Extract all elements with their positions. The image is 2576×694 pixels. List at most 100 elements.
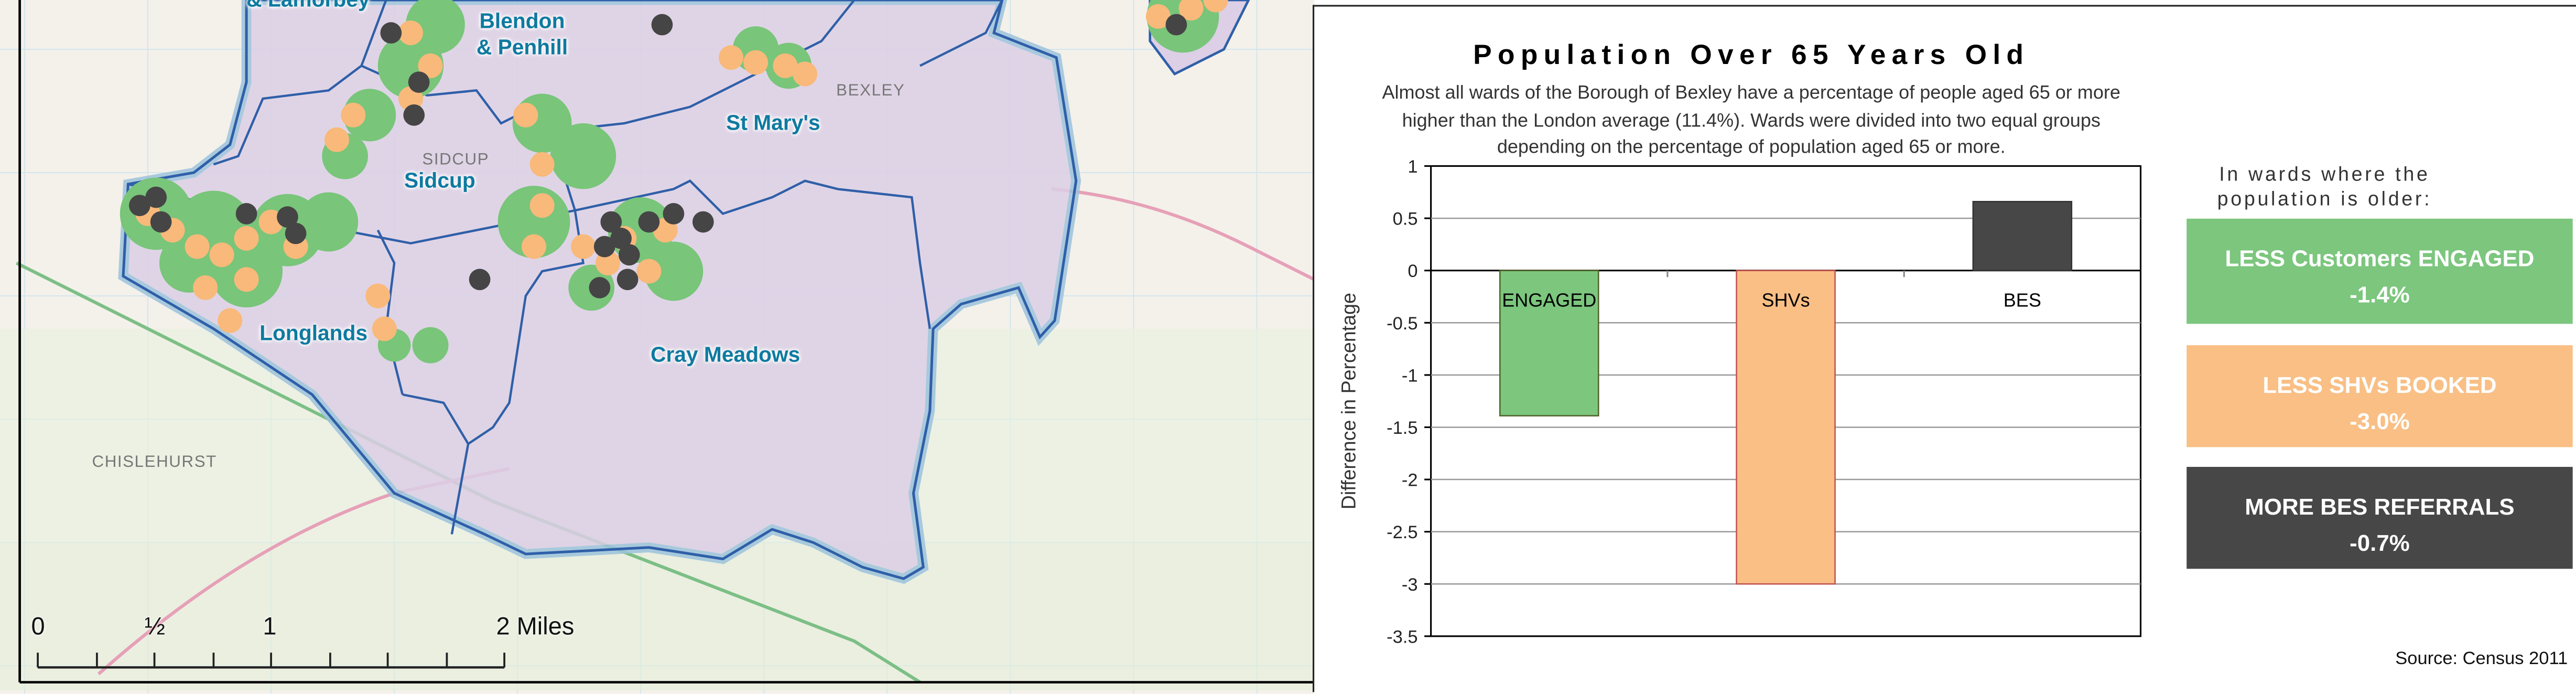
summary-heading: In wards where the population is older: [2217, 163, 2432, 211]
summary-bes-value: -0.7% [2350, 529, 2410, 556]
map-graphic [0, 0, 1315, 694]
y-tick-label: -2 [1402, 471, 1418, 490]
bes-dot [235, 203, 257, 225]
road [1051, 187, 1315, 281]
bes-dot [145, 186, 167, 208]
shv-area [193, 275, 218, 300]
bes-dot [589, 277, 611, 298]
bar-shvs [1736, 270, 1836, 585]
shv-area [1145, 4, 1171, 29]
engaged-area [343, 89, 396, 142]
ward-map: & Lamorbey Blendon & Penhill St Mary's S… [0, 0, 1315, 694]
bes-dot [610, 228, 632, 249]
shv-area [522, 234, 547, 259]
bar-engaged [1499, 270, 1599, 417]
shv-area [209, 242, 234, 268]
y-tick-label: -0.5 [1387, 314, 1417, 334]
summary-box-engaged: LESS Customers ENGAGED -1.4% [2187, 218, 2573, 324]
y-tick-label: 0 [1408, 261, 1417, 281]
ward-label-lamorbey: & Lamorbey [246, 0, 370, 13]
bes-dot [651, 14, 673, 36]
shv-area [1178, 0, 1204, 21]
green-space [0, 542, 1315, 691]
ward-label-cray-meadows: Cray Meadows [651, 341, 800, 367]
ward-internal-boundary [575, 179, 931, 329]
summary-shvs-label: LESS SHVs BOOKED [2263, 371, 2497, 398]
scale-label-0: 0 [31, 613, 45, 642]
bar-bes [1972, 200, 2073, 271]
bes-dot [600, 211, 622, 233]
shv-area [234, 226, 259, 251]
summary-box-shvs: LESS SHVs BOOKED -3.0% [2187, 345, 2573, 447]
scale-label-1: 1 [263, 613, 277, 642]
bes-dot [638, 211, 660, 233]
shv-area [341, 102, 366, 127]
bes-dot [618, 244, 640, 266]
place-label-sidcup: SIDCUP [422, 151, 490, 169]
scale-label-2-miles: 2 Miles [496, 613, 575, 642]
bes-dot [616, 269, 638, 291]
ward-internal-boundary [213, 0, 387, 166]
bes-dot [469, 269, 491, 291]
ward-boundary [122, 0, 1078, 580]
road-a222 [97, 467, 510, 676]
engaged-area [299, 192, 359, 252]
shv-area [218, 308, 243, 333]
shv-area [793, 61, 818, 87]
bes-dot [663, 203, 685, 225]
ward-label-longlands: Longlands [259, 321, 368, 346]
shv-area [529, 193, 555, 218]
y-tick-label: -3 [1402, 575, 1418, 595]
engaged-area [406, 0, 465, 55]
scale-label-half: ½ [144, 613, 166, 642]
y-tick-label: -1.5 [1387, 418, 1417, 438]
shv-area [743, 50, 769, 75]
y-axis-label: Difference in Percentage [1337, 293, 1360, 510]
place-label-bexley: BEXLEY [836, 82, 905, 101]
shv-area [571, 234, 596, 259]
bes-dot [593, 236, 615, 258]
engaged-area [412, 327, 449, 364]
summary-box-bes: MORE BES REFERRALS -0.7% [2187, 467, 2573, 569]
summary-shvs-value: -3.0% [2350, 408, 2410, 434]
shv-area [365, 283, 391, 308]
ward-label-sidcup: Sidcup [404, 167, 475, 193]
category-label: ENGAGED [1502, 290, 1596, 311]
ward-internal-boundary [550, 0, 856, 133]
shv-area [636, 259, 662, 284]
ward-internal-boundary [450, 210, 585, 535]
bes-dot [1165, 14, 1187, 36]
shv-area [719, 45, 744, 70]
ward-label-blendon-penhill: Blendon & Penhill [476, 8, 568, 59]
bes-dot [408, 71, 430, 93]
bar-chart: 1 0.5 0 -0.5 -1 -1.5 -2 -2.5 -3 -3.5 ENGAGED SHVs BE… [1387, 157, 2142, 647]
bes-dot [277, 206, 298, 228]
shv-area [398, 20, 423, 46]
shv-area [773, 53, 798, 78]
summary-bes-label: MORE BES REFERRALS [2245, 493, 2515, 520]
category-label: SHVs [1762, 290, 1810, 311]
chart-title: Population Over 65 Years Old [1473, 39, 2030, 71]
bes-dot [129, 195, 150, 217]
bes-dot [403, 104, 425, 126]
shv-area [513, 102, 538, 127]
railway [15, 261, 921, 684]
shv-area [529, 152, 555, 177]
shv-area [1203, 0, 1228, 13]
bes-dot [692, 211, 714, 233]
bes-dot [380, 22, 402, 44]
shv-area [185, 234, 210, 259]
y-tick-label: 1 [1408, 157, 1417, 177]
chart-panel: 1 0.5 0 -0.5 -1 -1.5 -2 -2.5 -3 -3.5 ENGAGED SHVs BE… [1312, 5, 2576, 692]
summary-engaged-label: LESS Customers ENGAGED [2225, 244, 2535, 272]
ward-label-st-marys: St Mary's [726, 110, 820, 135]
chart-subtitle: Almost all wards of the Borough of Bexle… [1382, 83, 2120, 158]
engaged-area [550, 123, 616, 189]
summary-engaged-value: -1.4% [2350, 281, 2410, 308]
ward-internal-boundary [402, 393, 470, 445]
category-label: BES [2004, 290, 2041, 311]
ward-internal-boundary [919, 0, 1003, 67]
shv-area [234, 267, 259, 292]
place-label-chislehurst: CHISLEHURST [92, 453, 217, 472]
bes-dot [150, 211, 172, 233]
